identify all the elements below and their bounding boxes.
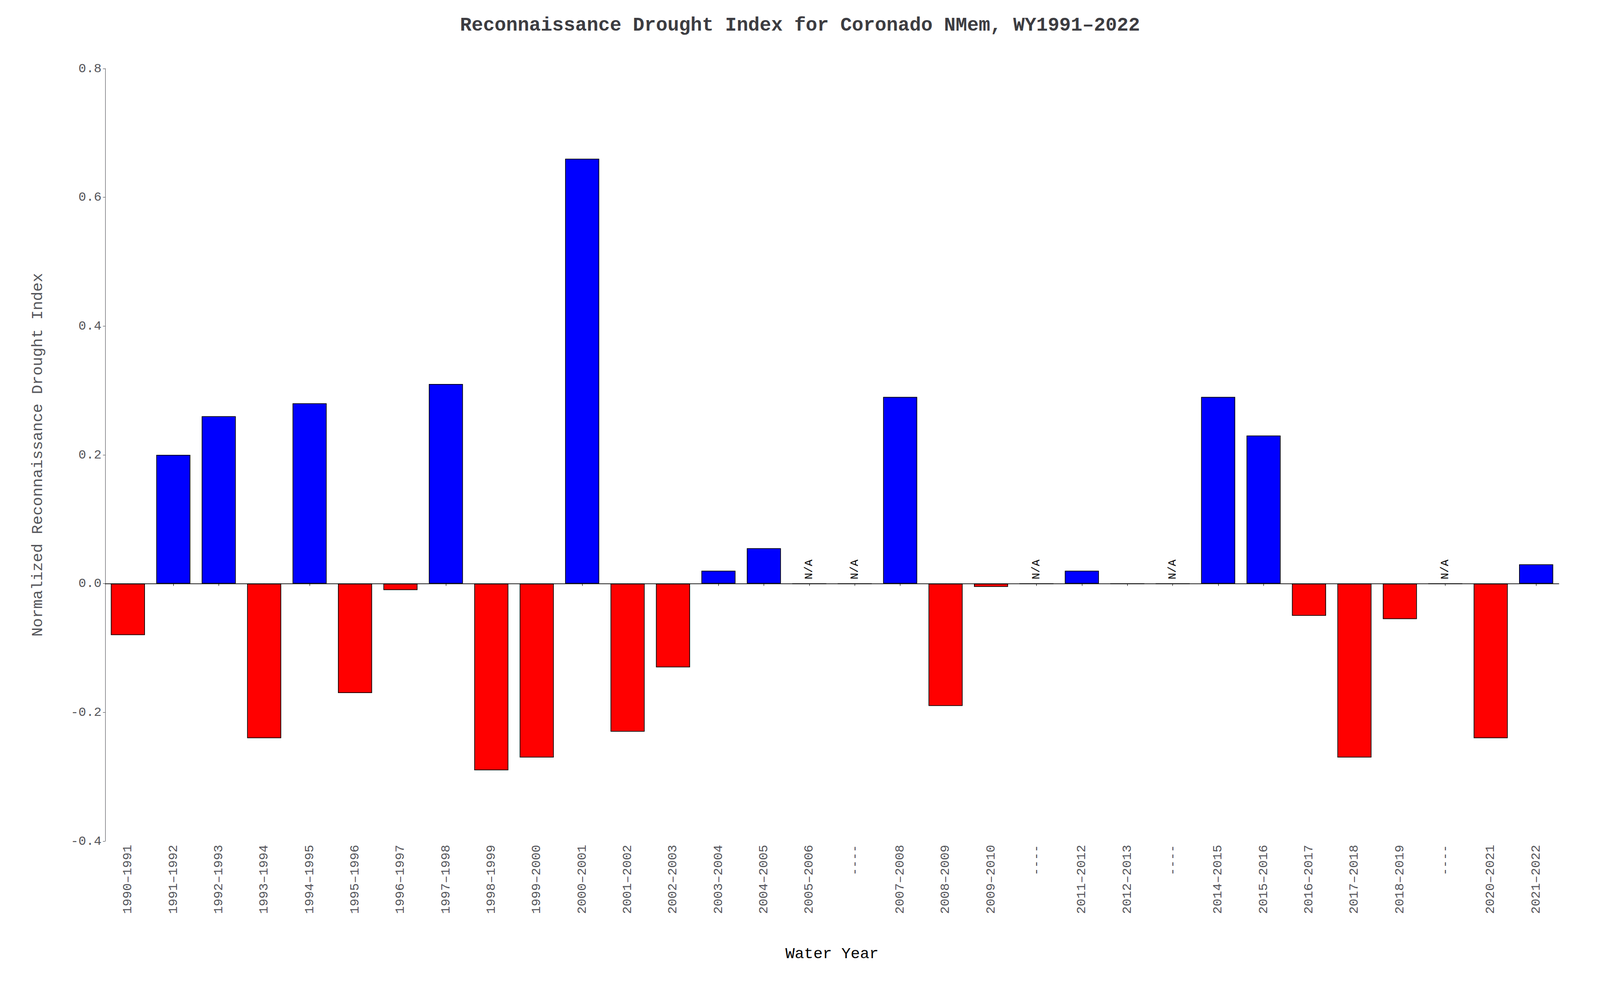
svg-text:1991–1992: 1991–1992 [166,845,181,915]
svg-text:2011–2012: 2011–2012 [1074,845,1089,915]
svg-text:2003–2004: 2003–2004 [711,845,726,915]
svg-text:-0.2: -0.2 [70,705,102,720]
svg-text:1998–1999: 1998–1999 [484,845,499,915]
svg-text:1993–1994: 1993–1994 [256,845,272,915]
svg-text:N/A: N/A [1439,559,1452,580]
svg-text:2008–2009: 2008–2009 [938,845,953,915]
svg-text:-0.4: -0.4 [70,834,102,849]
svg-text:0.0: 0.0 [78,576,102,591]
svg-text:----: ---- [1029,845,1044,876]
svg-text:2012–2013: 2012–2013 [1120,845,1135,915]
svg-text:2016–2017: 2016–2017 [1301,845,1317,915]
svg-text:1990–1991: 1990–1991 [120,845,135,915]
svg-text:1997–1998: 1997–1998 [438,845,454,915]
svg-text:Water Year: Water Year [785,945,879,964]
svg-text:2017–2018: 2017–2018 [1347,845,1362,915]
svg-text:2009–2010: 2009–2010 [984,845,999,915]
svg-text:N/A: N/A [1030,559,1043,580]
svg-text:2018–2019: 2018–2019 [1392,845,1408,915]
svg-text:0.6: 0.6 [78,190,102,205]
svg-text:N/A: N/A [848,559,862,580]
svg-text:2000–2001: 2000–2001 [575,845,590,915]
svg-text:2015–2016: 2015–2016 [1256,845,1271,915]
svg-text:Reconnaissance Drought Index f: Reconnaissance Drought Index for Coronad… [460,14,1140,37]
svg-text:0.4: 0.4 [78,319,102,334]
svg-text:N/A: N/A [802,559,816,580]
svg-text:1995–1996: 1995–1996 [347,845,363,915]
svg-text:1999–2000: 1999–2000 [529,845,544,915]
svg-text:2002–2003: 2002–2003 [665,845,680,915]
svg-text:1996–1997: 1996–1997 [393,845,408,915]
svg-text:----: ---- [847,845,862,876]
svg-text:----: ---- [1438,845,1453,876]
svg-text:2020–2021: 2020–2021 [1483,845,1498,915]
svg-text:2005–2006: 2005–2006 [802,845,817,915]
svg-text:N/A: N/A [1166,559,1179,580]
svg-text:----: ---- [1165,845,1180,876]
svg-text:1992–1993: 1992–1993 [211,845,226,915]
svg-text:0.8: 0.8 [78,61,102,76]
svg-text:2021–2022: 2021–2022 [1529,845,1544,915]
svg-text:2001–2002: 2001–2002 [620,845,635,915]
svg-text:0.2: 0.2 [78,448,102,463]
svg-text:1994–1995: 1994–1995 [302,845,317,915]
svg-text:2004–2005: 2004–2005 [756,845,771,915]
svg-text:Normalized Reconnaissance Drou: Normalized Reconnaissance Drought Index [29,272,47,637]
svg-text:2014–2015: 2014–2015 [1210,845,1226,915]
svg-text:2007–2008: 2007–2008 [893,845,908,915]
